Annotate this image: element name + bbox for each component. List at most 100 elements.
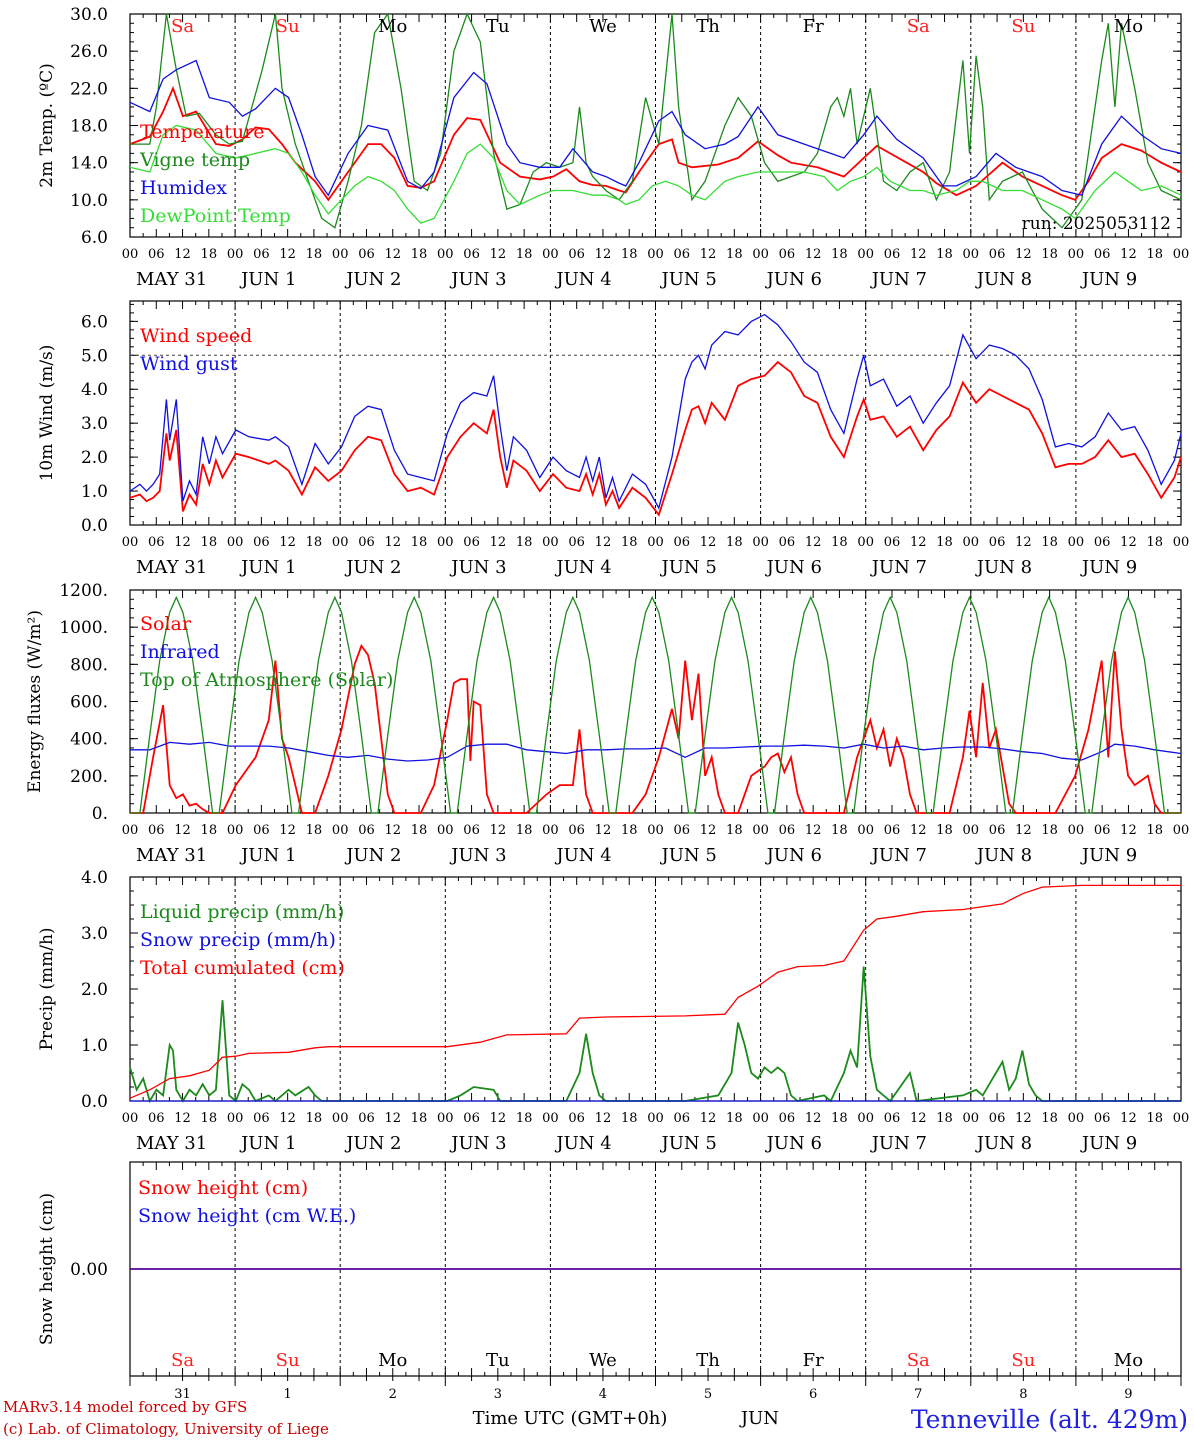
hour-tick-label: 12: [700, 823, 717, 838]
hour-tick-label: 00: [1068, 823, 1085, 838]
hour-tick-label: 06: [1094, 823, 1111, 838]
hour-tick-label: 00: [752, 1111, 769, 1126]
hour-tick-label: 12: [490, 1111, 507, 1126]
hour-tick-label: 12: [1015, 535, 1032, 550]
day-label: JUN 4: [554, 1133, 611, 1154]
hour-tick-label: 12: [279, 535, 296, 550]
legend-entry: Snow precip (mm/h): [140, 929, 336, 951]
series-line-humidex: [129, 59, 1182, 197]
y-tick-label: 1.0: [81, 1036, 108, 1056]
hour-tick-label: 18: [621, 823, 638, 838]
model-credit: MARv3.14 model forced by GFS: [3, 1398, 247, 1416]
weekday-label: Sa: [907, 16, 930, 37]
hour-tick-label: 18: [201, 535, 218, 550]
hour-tick-label: 06: [463, 1111, 480, 1126]
hour-tick-label: 06: [989, 1111, 1006, 1126]
hour-tick-label: 00: [542, 1111, 559, 1126]
hour-tick-label: 12: [384, 247, 401, 262]
panel-5: 0.00 Snow height (cm) Snow height (cm) Snow…: [37, 1161, 1182, 1377]
hour-tick-label: 18: [831, 535, 848, 550]
hour-tick-label: 18: [936, 1111, 953, 1126]
hour-tick-label: 00: [647, 823, 664, 838]
hour-tick-label: 00: [122, 247, 139, 262]
hour-tick-label: 06: [1094, 535, 1111, 550]
hour-tick-label: 06: [358, 247, 375, 262]
legend-entry: Liquid precip (mm/h): [140, 901, 344, 923]
panel-2: 00 06 12 18 MAY 31 00 06 12 18 JUN 1 00 06 12 18 JUN 2…: [37, 300, 1190, 578]
hour-tick-label: 00: [122, 1111, 139, 1126]
day-label: JUN 3: [449, 269, 506, 290]
hour-tick-label: 18: [516, 823, 533, 838]
y-tick-label: 2.0: [81, 980, 108, 1000]
y-tick-label: 600.: [70, 693, 108, 713]
hour-tick-label: 00: [1173, 535, 1190, 550]
weekday-label: Tu: [486, 16, 510, 37]
hour-tick-label: 06: [674, 535, 691, 550]
weekday-label: Mo: [1114, 16, 1143, 37]
hour-tick-label: 18: [411, 535, 428, 550]
hour-tick-label: 18: [621, 535, 638, 550]
hour-tick-label: 18: [1041, 247, 1058, 262]
weekday-label: Su: [1011, 16, 1035, 37]
weekday-label: Fr: [803, 16, 824, 37]
day-label: JUN 3: [449, 557, 506, 578]
hour-tick-label: 00: [857, 535, 874, 550]
hour-tick-label: 00: [1068, 535, 1085, 550]
hour-tick-label: 06: [568, 247, 585, 262]
hour-tick-label: 18: [1146, 1111, 1163, 1126]
hour-tick-label: 06: [674, 247, 691, 262]
hour-tick-label: 00: [437, 535, 454, 550]
day-number: 2: [389, 1387, 397, 1402]
hour-tick-label: 06: [779, 823, 796, 838]
weekday-label: Mo: [1114, 1350, 1143, 1371]
hour-tick-label: 12: [279, 823, 296, 838]
hour-tick-label: 12: [1120, 247, 1137, 262]
day-label: JUN 2: [344, 269, 401, 290]
hour-tick-label: 00: [227, 535, 244, 550]
y-tick-label: 2.0: [81, 448, 108, 468]
hour-tick-label: 00: [647, 247, 664, 262]
y-tick-label: 800.: [70, 655, 108, 675]
hour-tick-label: 18: [516, 1111, 533, 1126]
weekday-label: Su: [276, 16, 300, 37]
hour-tick-label: 06: [148, 823, 165, 838]
legend-entry: Vigne temp: [139, 149, 250, 171]
hour-tick-label: 00: [1173, 823, 1190, 838]
y-tick-label: 26.0: [70, 42, 108, 62]
legend-entry: Snow height (cm): [138, 1177, 308, 1199]
y-tick-label: 5.0: [81, 346, 108, 366]
hour-tick-label: 06: [253, 823, 270, 838]
hour-tick-label: 18: [1041, 1111, 1058, 1126]
y-tick-label: 3.0: [81, 414, 108, 434]
day-number: 9: [1124, 1387, 1132, 1402]
weekday-label: Mo: [378, 16, 407, 37]
weekday-label: Tu: [486, 1350, 510, 1371]
hour-tick-label: 00: [332, 1111, 349, 1126]
hour-tick-label: 12: [700, 535, 717, 550]
hour-tick-label: 00: [437, 247, 454, 262]
hour-tick-label: 18: [621, 1111, 638, 1126]
hour-tick-label: 18: [411, 823, 428, 838]
day-label: JUN 6: [765, 845, 822, 866]
hour-tick-label: 00: [963, 1111, 980, 1126]
hour-tick-label: 06: [358, 1111, 375, 1126]
legend-entry: Snow height (cm W.E.): [138, 1205, 356, 1227]
hour-tick-label: 06: [779, 535, 796, 550]
hour-tick-label: 06: [358, 823, 375, 838]
day-label: JUN 9: [1080, 845, 1137, 866]
day-number: 6: [809, 1387, 817, 1402]
hour-tick-label: 18: [306, 247, 323, 262]
day-number: 3: [494, 1387, 502, 1402]
station-label: Tenneville (alt. 429m): [911, 1405, 1188, 1434]
run-annotation: run: 2025053112: [1022, 214, 1171, 234]
weekday-label: Sa: [171, 16, 194, 37]
series-line-dewpoint-temp: [129, 124, 1182, 224]
day-number: 5: [704, 1387, 712, 1402]
hour-tick-label: 12: [490, 535, 507, 550]
y-tick-label: 0.: [92, 804, 108, 824]
hour-tick-label: 00: [857, 823, 874, 838]
legend-entry: Wind speed: [140, 325, 252, 347]
hour-tick-label: 06: [884, 823, 901, 838]
hour-tick-label: 18: [201, 247, 218, 262]
